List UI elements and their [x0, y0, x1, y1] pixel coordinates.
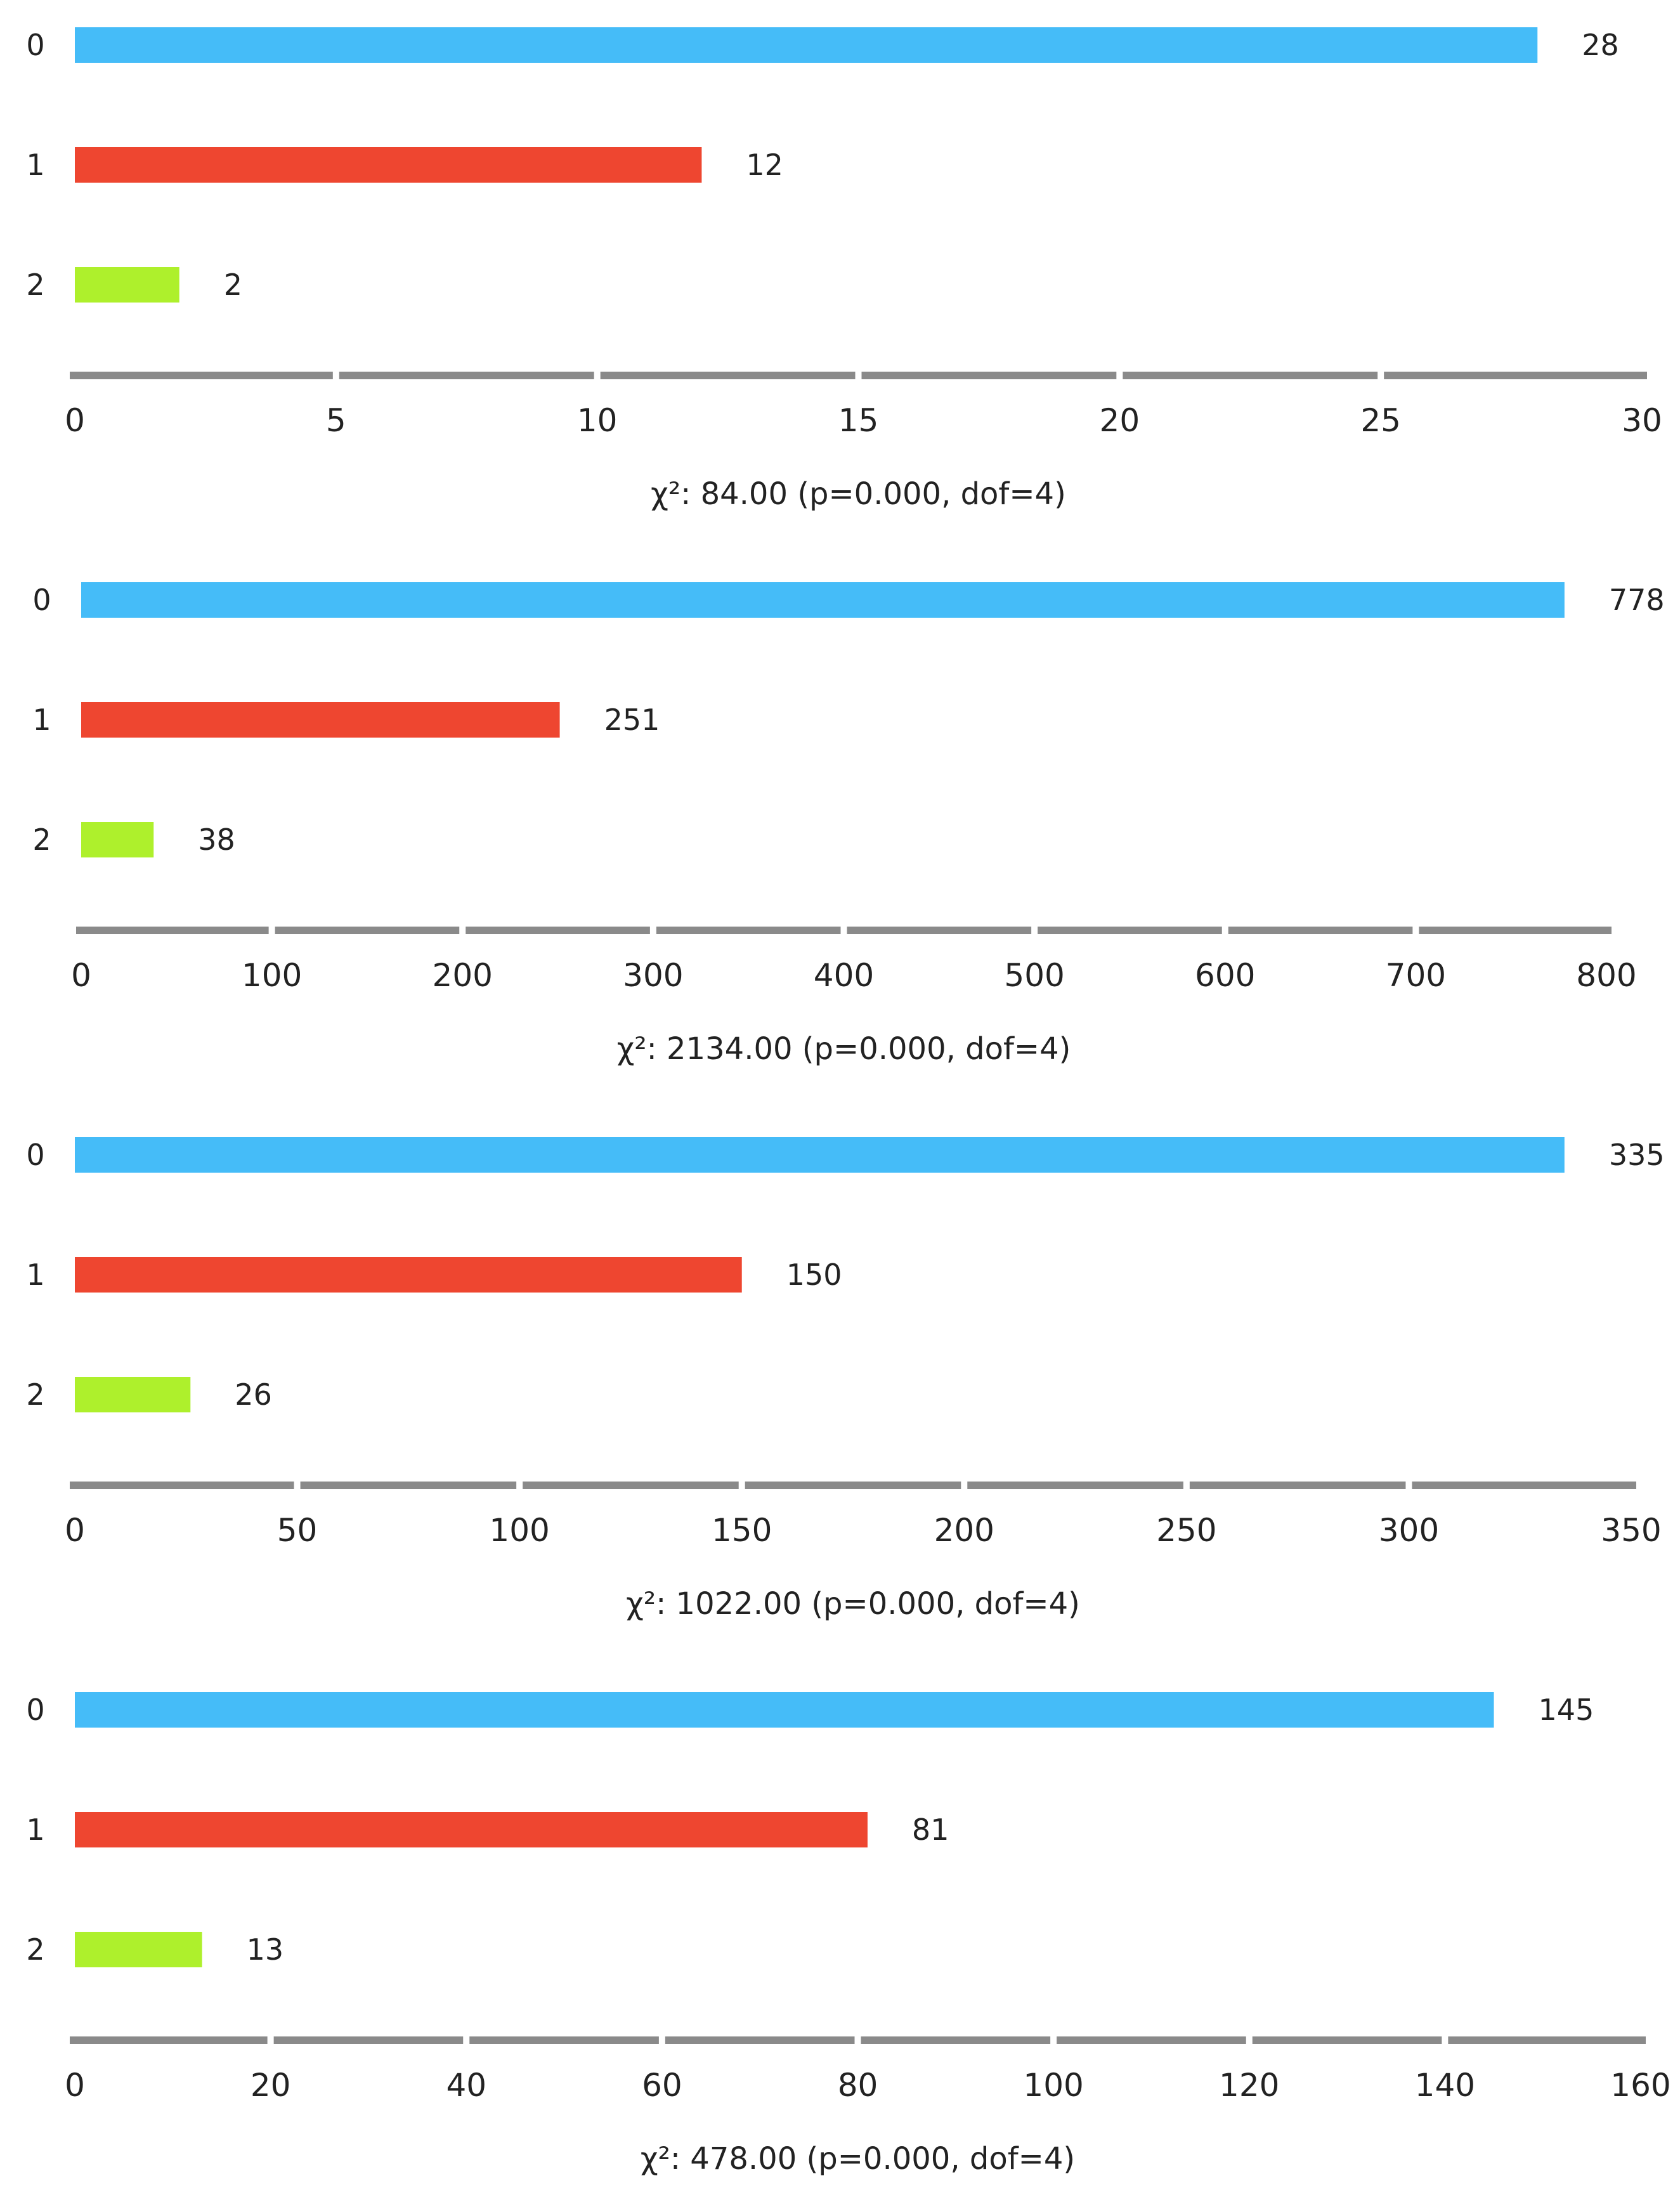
x-tick-label: 50 [277, 1512, 318, 1549]
chi-square-label: χ²: 84.00 (p=0.000, dof=4) [651, 476, 1066, 512]
category-label: 1 [26, 1813, 44, 1847]
x-tick-label: 5 [326, 402, 346, 439]
category-label: 2 [26, 1378, 44, 1412]
x-tick-label: 300 [623, 957, 683, 994]
bar [75, 1377, 191, 1412]
x-tick-label: 20 [1100, 402, 1140, 439]
x-tick-label: 700 [1386, 957, 1446, 994]
bar [75, 1692, 1494, 1728]
category-label: 0 [26, 1693, 44, 1727]
x-tick-label: 100 [489, 1512, 549, 1549]
x-tick-label: 100 [1023, 2067, 1083, 2104]
chi-square-label: χ²: 2134.00 (p=0.000, dof=4) [617, 1031, 1071, 1067]
bar [75, 1137, 1565, 1173]
x-tick-label: 140 [1415, 2067, 1475, 2104]
x-tick-label: 600 [1195, 957, 1255, 994]
x-tick-label: 200 [934, 1512, 994, 1549]
chi-square-label: χ²: 478.00 (p=0.000, dof=4) [641, 2141, 1075, 2177]
x-tick-label: 40 [446, 2067, 486, 2104]
category-label: 1 [26, 1258, 44, 1292]
bar [75, 27, 1538, 63]
x-tick-label: 160 [1610, 2067, 1670, 2104]
data-label: 28 [1582, 28, 1619, 62]
x-tick-label: 0 [71, 957, 91, 994]
data-label: 150 [786, 1258, 842, 1292]
bar [81, 702, 560, 738]
bar [81, 822, 154, 857]
data-label: 81 [912, 1813, 949, 1847]
x-tick-label: 150 [712, 1512, 772, 1549]
category-label: 0 [32, 583, 51, 617]
category-label: 0 [26, 1138, 44, 1172]
bar [75, 267, 179, 303]
x-tick-label: 15 [838, 402, 879, 439]
x-tick-label: 10 [577, 402, 618, 439]
x-tick-label: 80 [838, 2067, 878, 2104]
x-tick-label: 0 [65, 402, 85, 439]
data-label: 26 [235, 1378, 272, 1412]
category-label: 1 [32, 703, 51, 737]
bar-chart-1: 0 778 1 251 2 38 0 100 200 300 400 500 600 700 800 χ²: … [32, 582, 1665, 1067]
bar [75, 147, 702, 183]
x-tick-label: 120 [1219, 2067, 1279, 2104]
category-label: 1 [26, 148, 44, 182]
x-tick-label: 200 [433, 957, 493, 994]
bar [75, 1812, 868, 1847]
x-tick-label: 500 [1004, 957, 1064, 994]
category-label: 2 [32, 823, 51, 857]
data-label: 38 [198, 823, 235, 857]
x-tick-label: 250 [1156, 1512, 1216, 1549]
chi-square-label: χ²: 1022.00 (p=0.000, dof=4) [626, 1586, 1080, 1622]
x-tick-label: 60 [642, 2067, 682, 2104]
data-label: 251 [604, 703, 660, 737]
data-label: 13 [247, 1932, 284, 1967]
data-label: 778 [1609, 583, 1665, 617]
bar-chart-2: 0 335 1 150 2 26 0 50 100 150 200 250 300 350 χ²: 1022… [26, 1137, 1665, 1622]
category-label: 2 [26, 268, 44, 302]
x-tick-label: 0 [65, 2067, 85, 2104]
category-label: 2 [26, 1932, 44, 1967]
category-label: 0 [26, 28, 44, 62]
x-tick-label: 400 [814, 957, 874, 994]
data-label: 335 [1609, 1138, 1665, 1172]
x-tick-label: 800 [1576, 957, 1636, 994]
bar [75, 1932, 202, 1967]
data-label: 2 [224, 268, 242, 302]
data-label: 145 [1539, 1693, 1594, 1727]
bar [75, 1257, 742, 1293]
x-tick-label: 25 [1360, 402, 1401, 439]
bar-chart-3: 0 145 1 81 2 13 0 20 40 60 80 100 120 140 160 χ²: 478.0… [26, 1692, 1671, 2177]
data-label: 12 [746, 148, 783, 182]
x-tick-label: 300 [1379, 1512, 1439, 1549]
x-tick-label: 350 [1601, 1512, 1661, 1549]
x-tick-label: 30 [1622, 402, 1662, 439]
x-tick-label: 20 [251, 2067, 291, 2104]
x-tick-label: 100 [242, 957, 302, 994]
bar [81, 582, 1565, 618]
x-tick-label: 0 [65, 1512, 85, 1549]
